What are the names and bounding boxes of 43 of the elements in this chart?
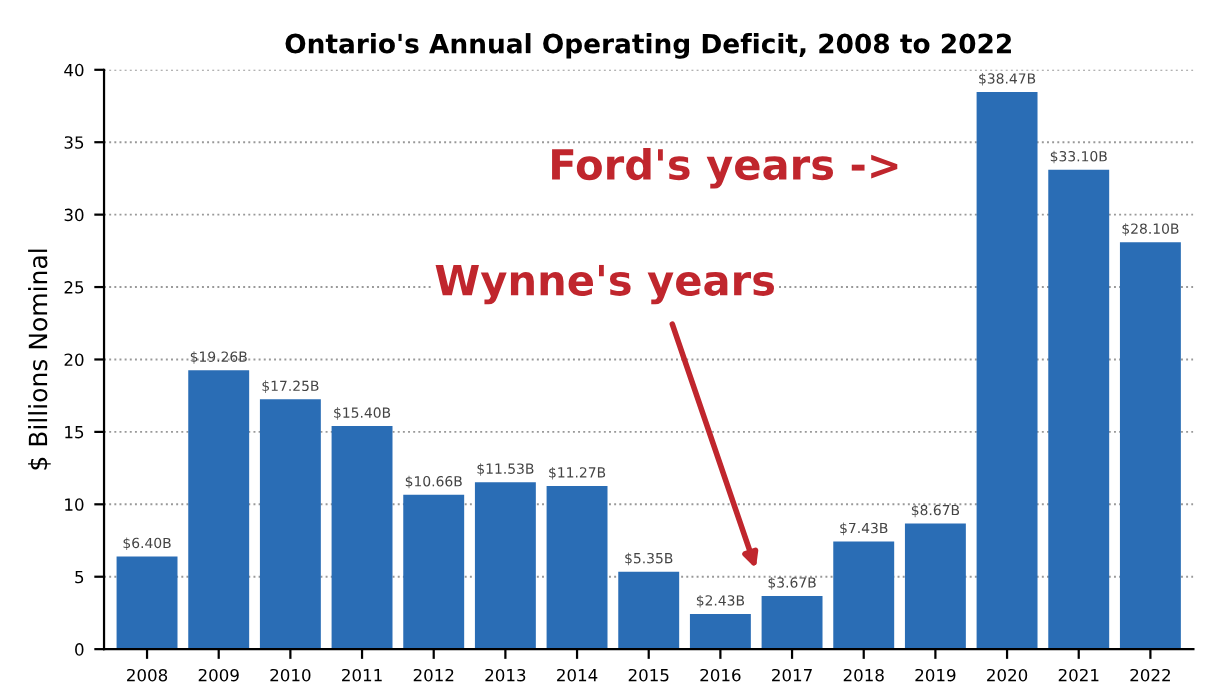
bar	[904, 523, 966, 650]
y-tick-label: 20	[64, 353, 84, 367]
annotation: Ford's years ->	[552, 147, 898, 189]
bar	[546, 485, 608, 650]
y-tick-label: 40	[64, 63, 84, 77]
x-tick-label: 2021	[1058, 668, 1099, 682]
bar	[331, 426, 393, 650]
chart-title: Ontario's Annual Operating Deficit, 2008 to 2022	[285, 33, 1011, 59]
y-tick-label: 0	[75, 643, 84, 656]
bar	[833, 541, 895, 650]
y-tick-label: 25	[64, 281, 84, 294]
x-tick-label: 2016	[700, 668, 741, 682]
bar	[618, 571, 680, 650]
bar	[188, 370, 250, 650]
x-tick-label: 2019	[915, 668, 956, 682]
x-tick-label: 2017	[772, 668, 812, 682]
bar	[761, 595, 823, 650]
x-tick-label: 2010	[270, 668, 311, 682]
x-tick-label: 2022	[1130, 668, 1170, 682]
x-tick-label: 2008	[127, 668, 168, 682]
x-tick-label: 2009	[198, 668, 239, 682]
y-tick-label: 15	[65, 426, 84, 439]
x-tick-label: 2011	[342, 668, 382, 682]
bar	[1119, 242, 1181, 650]
x-tick-label: 2013	[485, 668, 526, 682]
x-tick-label: 2018	[843, 668, 884, 682]
bar	[474, 482, 536, 650]
y-tick-label: 10	[65, 498, 84, 511]
bar	[689, 613, 751, 650]
x-tick-label: 2012	[413, 668, 454, 682]
annotation: Wynne's years	[435, 264, 774, 305]
x-tick-label: 2015	[628, 668, 669, 682]
bar	[403, 494, 465, 650]
y-axis-title: $ Billions Nominal	[28, 249, 51, 470]
x-tick-label: 2020	[987, 668, 1028, 682]
bar	[976, 91, 1038, 650]
bar	[1048, 169, 1110, 650]
x-tick-label: 2014	[557, 668, 598, 682]
bar	[259, 399, 321, 650]
bar	[116, 556, 178, 650]
y-tick-label: 5	[75, 570, 84, 584]
y-tick-label: 30	[64, 208, 84, 222]
y-tick-label: 35	[64, 136, 84, 149]
